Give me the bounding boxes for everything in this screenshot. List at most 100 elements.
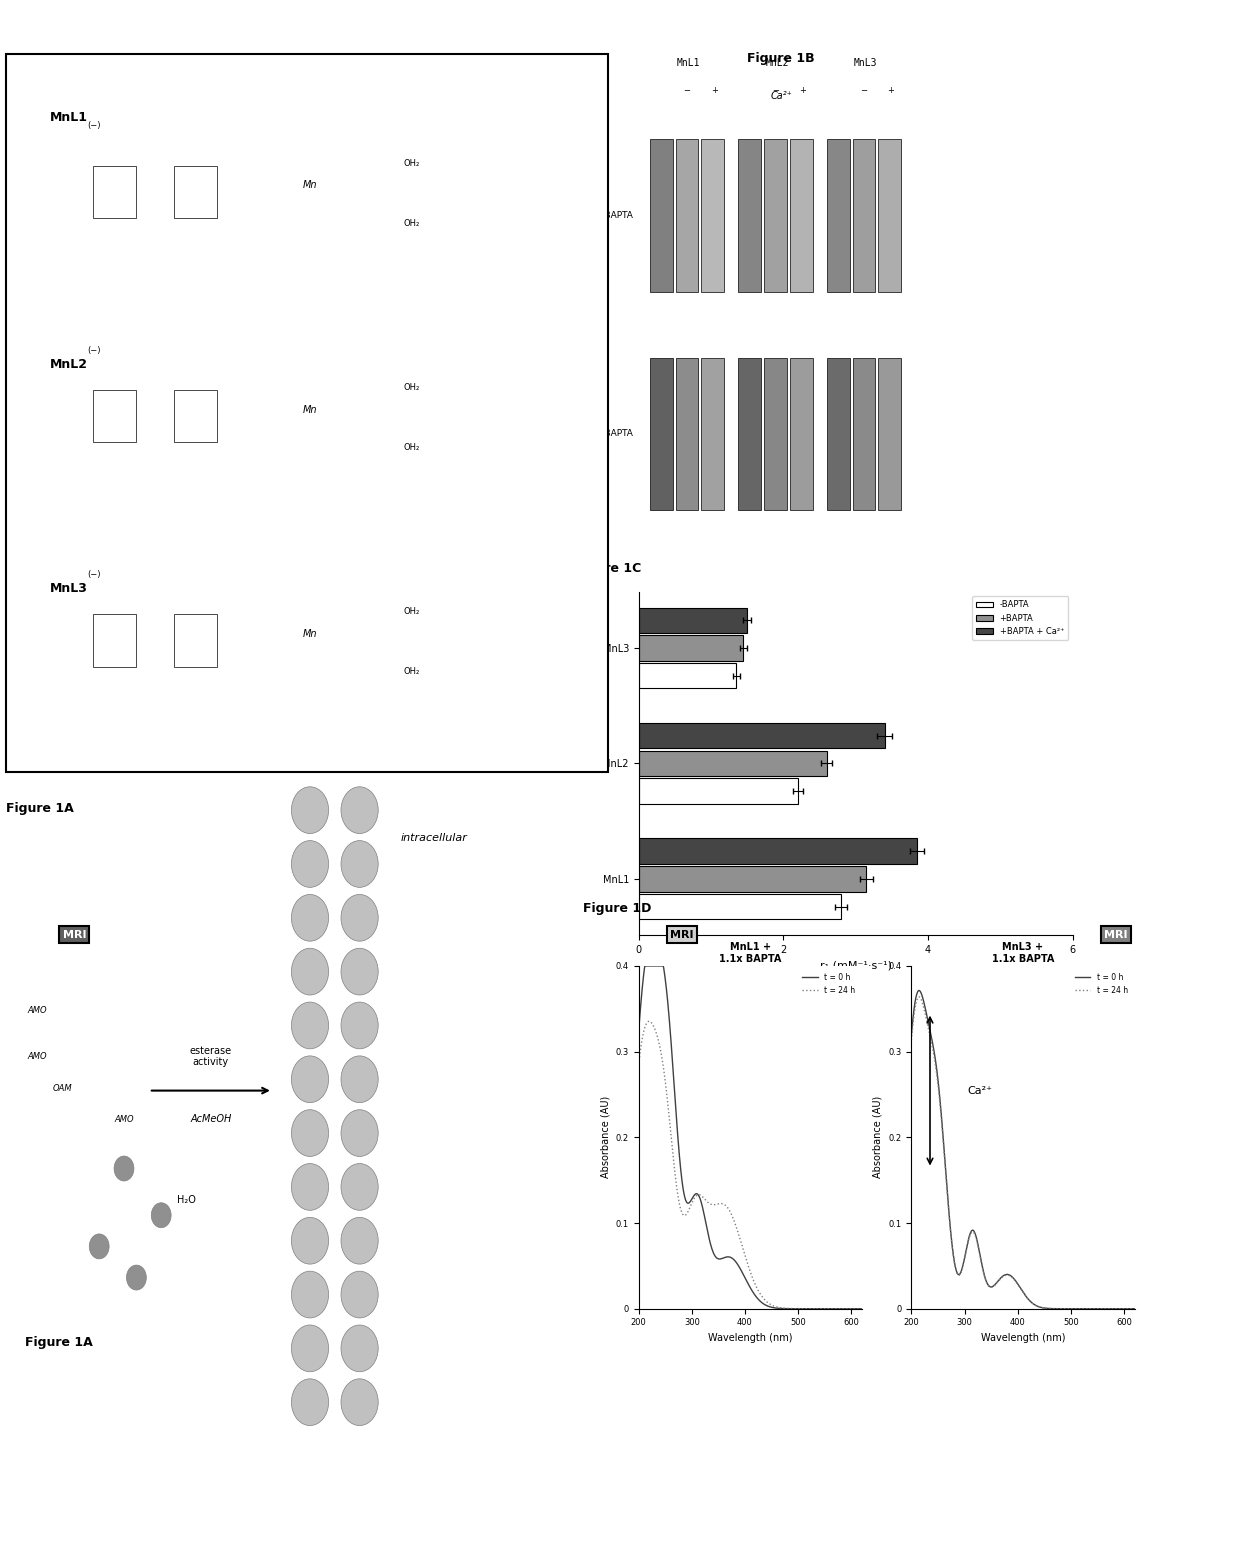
Line: t = 0 h: t = 0 h — [639, 966, 862, 1309]
Legend: t = 0 h, t = 24 h: t = 0 h, t = 24 h — [1073, 969, 1131, 997]
X-axis label: r₁ (mM⁻¹·s⁻¹): r₁ (mM⁻¹·s⁻¹) — [820, 960, 892, 971]
Text: (−): (−) — [87, 122, 100, 131]
Bar — [639, 838, 918, 863]
Text: (−): (−) — [87, 346, 100, 355]
t = 24 h — [1011, 1276, 1025, 1295]
Circle shape — [291, 1109, 329, 1156]
Text: Mn: Mn — [303, 629, 317, 639]
Bar — [764, 140, 787, 293]
Text: −: − — [861, 86, 868, 95]
Text: MnL2: MnL2 — [765, 58, 789, 69]
Circle shape — [341, 1056, 378, 1103]
t = 24 h — [904, 1031, 919, 1050]
Text: OAM: OAM — [52, 1084, 72, 1092]
Circle shape — [291, 1217, 329, 1264]
Circle shape — [341, 1109, 378, 1156]
t = 24 h — [1025, 1295, 1040, 1313]
Text: OH₂: OH₂ — [403, 383, 419, 393]
Bar — [93, 614, 136, 667]
Circle shape — [291, 841, 329, 888]
Line: t = 0 h: t = 0 h — [911, 991, 1135, 1309]
Circle shape — [291, 787, 329, 834]
Y-axis label: Absorbance (AU): Absorbance (AU) — [600, 1097, 610, 1178]
Bar — [790, 140, 812, 293]
Bar — [702, 140, 724, 293]
Text: +: + — [799, 86, 806, 95]
Legend: -BAPTA, +BAPTA, +BAPTA + Ca²⁺: -BAPTA, +BAPTA, +BAPTA + Ca²⁺ — [972, 597, 1069, 640]
Text: esterase
activity: esterase activity — [190, 1045, 232, 1067]
t = 0 h — [1012, 1278, 1027, 1296]
Circle shape — [341, 1271, 378, 1318]
Text: AcMeOH: AcMeOH — [190, 1114, 232, 1123]
Text: MnL1: MnL1 — [50, 111, 88, 125]
t = 0 h — [764, 1298, 779, 1317]
t = 24 h — [911, 988, 926, 1006]
Circle shape — [341, 787, 378, 834]
Circle shape — [126, 1265, 146, 1290]
Text: Figure 1C: Figure 1C — [573, 562, 641, 575]
Text: Figure 1A: Figure 1A — [6, 802, 74, 815]
Bar — [639, 866, 867, 891]
Bar — [639, 723, 884, 748]
Legend: t = 0 h, t = 24 h: t = 0 h, t = 24 h — [800, 969, 858, 997]
t = 0 h — [738, 1268, 753, 1287]
Text: Ca²⁺: Ca²⁺ — [967, 1086, 992, 1095]
Circle shape — [341, 894, 378, 941]
Title: MnL3 +
1.1x BAPTA: MnL3 + 1.1x BAPTA — [992, 943, 1054, 964]
Circle shape — [114, 1156, 134, 1181]
Bar — [790, 358, 812, 511]
t = 24 h — [1012, 1278, 1027, 1296]
Text: −: − — [683, 86, 691, 95]
t = 24 h — [1127, 1299, 1142, 1318]
Text: Ca²⁺: Ca²⁺ — [770, 90, 792, 101]
Bar — [650, 140, 673, 293]
Line: t = 24 h: t = 24 h — [911, 997, 1135, 1309]
Bar — [639, 894, 841, 919]
Bar — [853, 358, 875, 511]
Bar — [650, 358, 673, 511]
Circle shape — [291, 1056, 329, 1103]
Line: t = 24 h: t = 24 h — [639, 1022, 862, 1309]
t = 24 h — [753, 1284, 768, 1302]
Circle shape — [291, 894, 329, 941]
Bar — [702, 358, 724, 511]
Bar — [676, 140, 698, 293]
Bar — [878, 140, 901, 293]
Bar — [853, 140, 875, 293]
Text: H₂O: H₂O — [176, 1195, 196, 1204]
Circle shape — [341, 1164, 378, 1211]
Bar — [738, 140, 761, 293]
Circle shape — [341, 1002, 378, 1049]
Text: +: + — [711, 86, 718, 95]
t = 24 h — [1037, 1299, 1052, 1318]
t = 0 h — [1127, 1299, 1142, 1318]
Text: Figure 1B: Figure 1B — [748, 53, 815, 65]
Circle shape — [341, 949, 378, 996]
Text: MnL1: MnL1 — [677, 58, 701, 69]
Text: (−): (−) — [87, 570, 100, 580]
Circle shape — [291, 949, 329, 996]
Bar — [878, 358, 901, 511]
Circle shape — [151, 1203, 171, 1228]
Text: OH₂: OH₂ — [403, 218, 419, 227]
t = 0 h — [854, 1299, 869, 1318]
t = 0 h — [1037, 1299, 1052, 1318]
Text: AMO: AMO — [27, 1053, 47, 1061]
t = 24 h — [1122, 1299, 1137, 1318]
Circle shape — [89, 1234, 109, 1259]
t = 24 h — [631, 1055, 646, 1073]
t = 0 h — [1011, 1274, 1025, 1293]
Text: Mn: Mn — [303, 181, 317, 190]
Text: Mn: Mn — [303, 405, 317, 414]
Circle shape — [341, 841, 378, 888]
t = 0 h — [1122, 1299, 1137, 1318]
Text: MRI: MRI — [1105, 930, 1127, 939]
Text: MnL2: MnL2 — [50, 358, 88, 371]
Text: MRI: MRI — [671, 930, 693, 939]
Text: OH₂: OH₂ — [403, 442, 419, 452]
t = 0 h — [815, 1299, 830, 1318]
Bar — [827, 140, 849, 293]
Y-axis label: Absorbance (AU): Absorbance (AU) — [873, 1097, 883, 1178]
Text: MRI: MRI — [63, 930, 86, 939]
Text: Figure 1A: Figure 1A — [25, 1337, 93, 1349]
